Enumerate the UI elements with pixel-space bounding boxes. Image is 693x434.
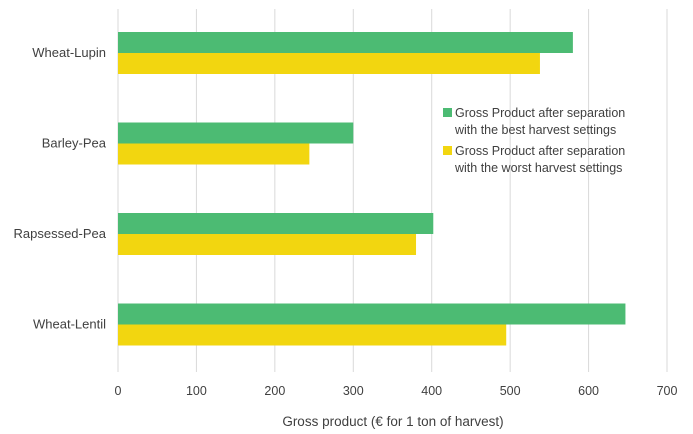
x-tick-label: 100 [186, 384, 207, 398]
category-label: Wheat-Lupin [32, 45, 106, 60]
bar-barley-pea-series-2 [118, 143, 310, 165]
legend: Gross Product after separation with the b… [443, 106, 625, 175]
category-label: Wheat-Lentil [33, 317, 106, 332]
x-tick-label: 0 [115, 384, 122, 398]
x-tick-label: 500 [500, 384, 521, 398]
x-axis-title: Gross product (€ for 1 ton of harvest) [282, 414, 503, 429]
bar-barley-pea-series-1 [118, 122, 354, 144]
x-tick-label: 400 [421, 384, 442, 398]
x-tick-label: 700 [657, 384, 678, 398]
legend-entry-text: with the worst harvest settings [454, 161, 622, 175]
bar-wheat-lupin-series-1 [118, 32, 573, 53]
bar-rapsessed-pea-series-2 [118, 234, 417, 255]
x-tick-label: 300 [343, 384, 364, 398]
bar-rapsessed-pea-series-1 [118, 213, 434, 234]
x-tick-label: 600 [578, 384, 599, 398]
legend-entry-text: Gross Product after separation [455, 144, 625, 158]
bar-wheat-lupin-series-2 [118, 53, 540, 74]
category-label: Rapsessed-Pea [14, 226, 107, 241]
x-tick-label: 200 [264, 384, 285, 398]
bar-wheat-lentil-series-2 [118, 324, 507, 346]
legend-swatch [443, 146, 452, 155]
bar-wheat-lentil-series-1 [118, 303, 626, 325]
legend-entry-text: Gross Product after separation [455, 106, 625, 120]
category-label: Barley-Pea [42, 136, 107, 151]
bars [118, 32, 626, 346]
legend-swatch [443, 108, 452, 117]
category-labels: Wheat-Lupin Barley-Pea Rapsessed-Pea Wheat-… [14, 45, 107, 332]
x-tick-labels: 0 100 200 300 400 500 600 700 [115, 384, 678, 398]
legend-entry-text: with the best harvest settings [454, 123, 616, 137]
